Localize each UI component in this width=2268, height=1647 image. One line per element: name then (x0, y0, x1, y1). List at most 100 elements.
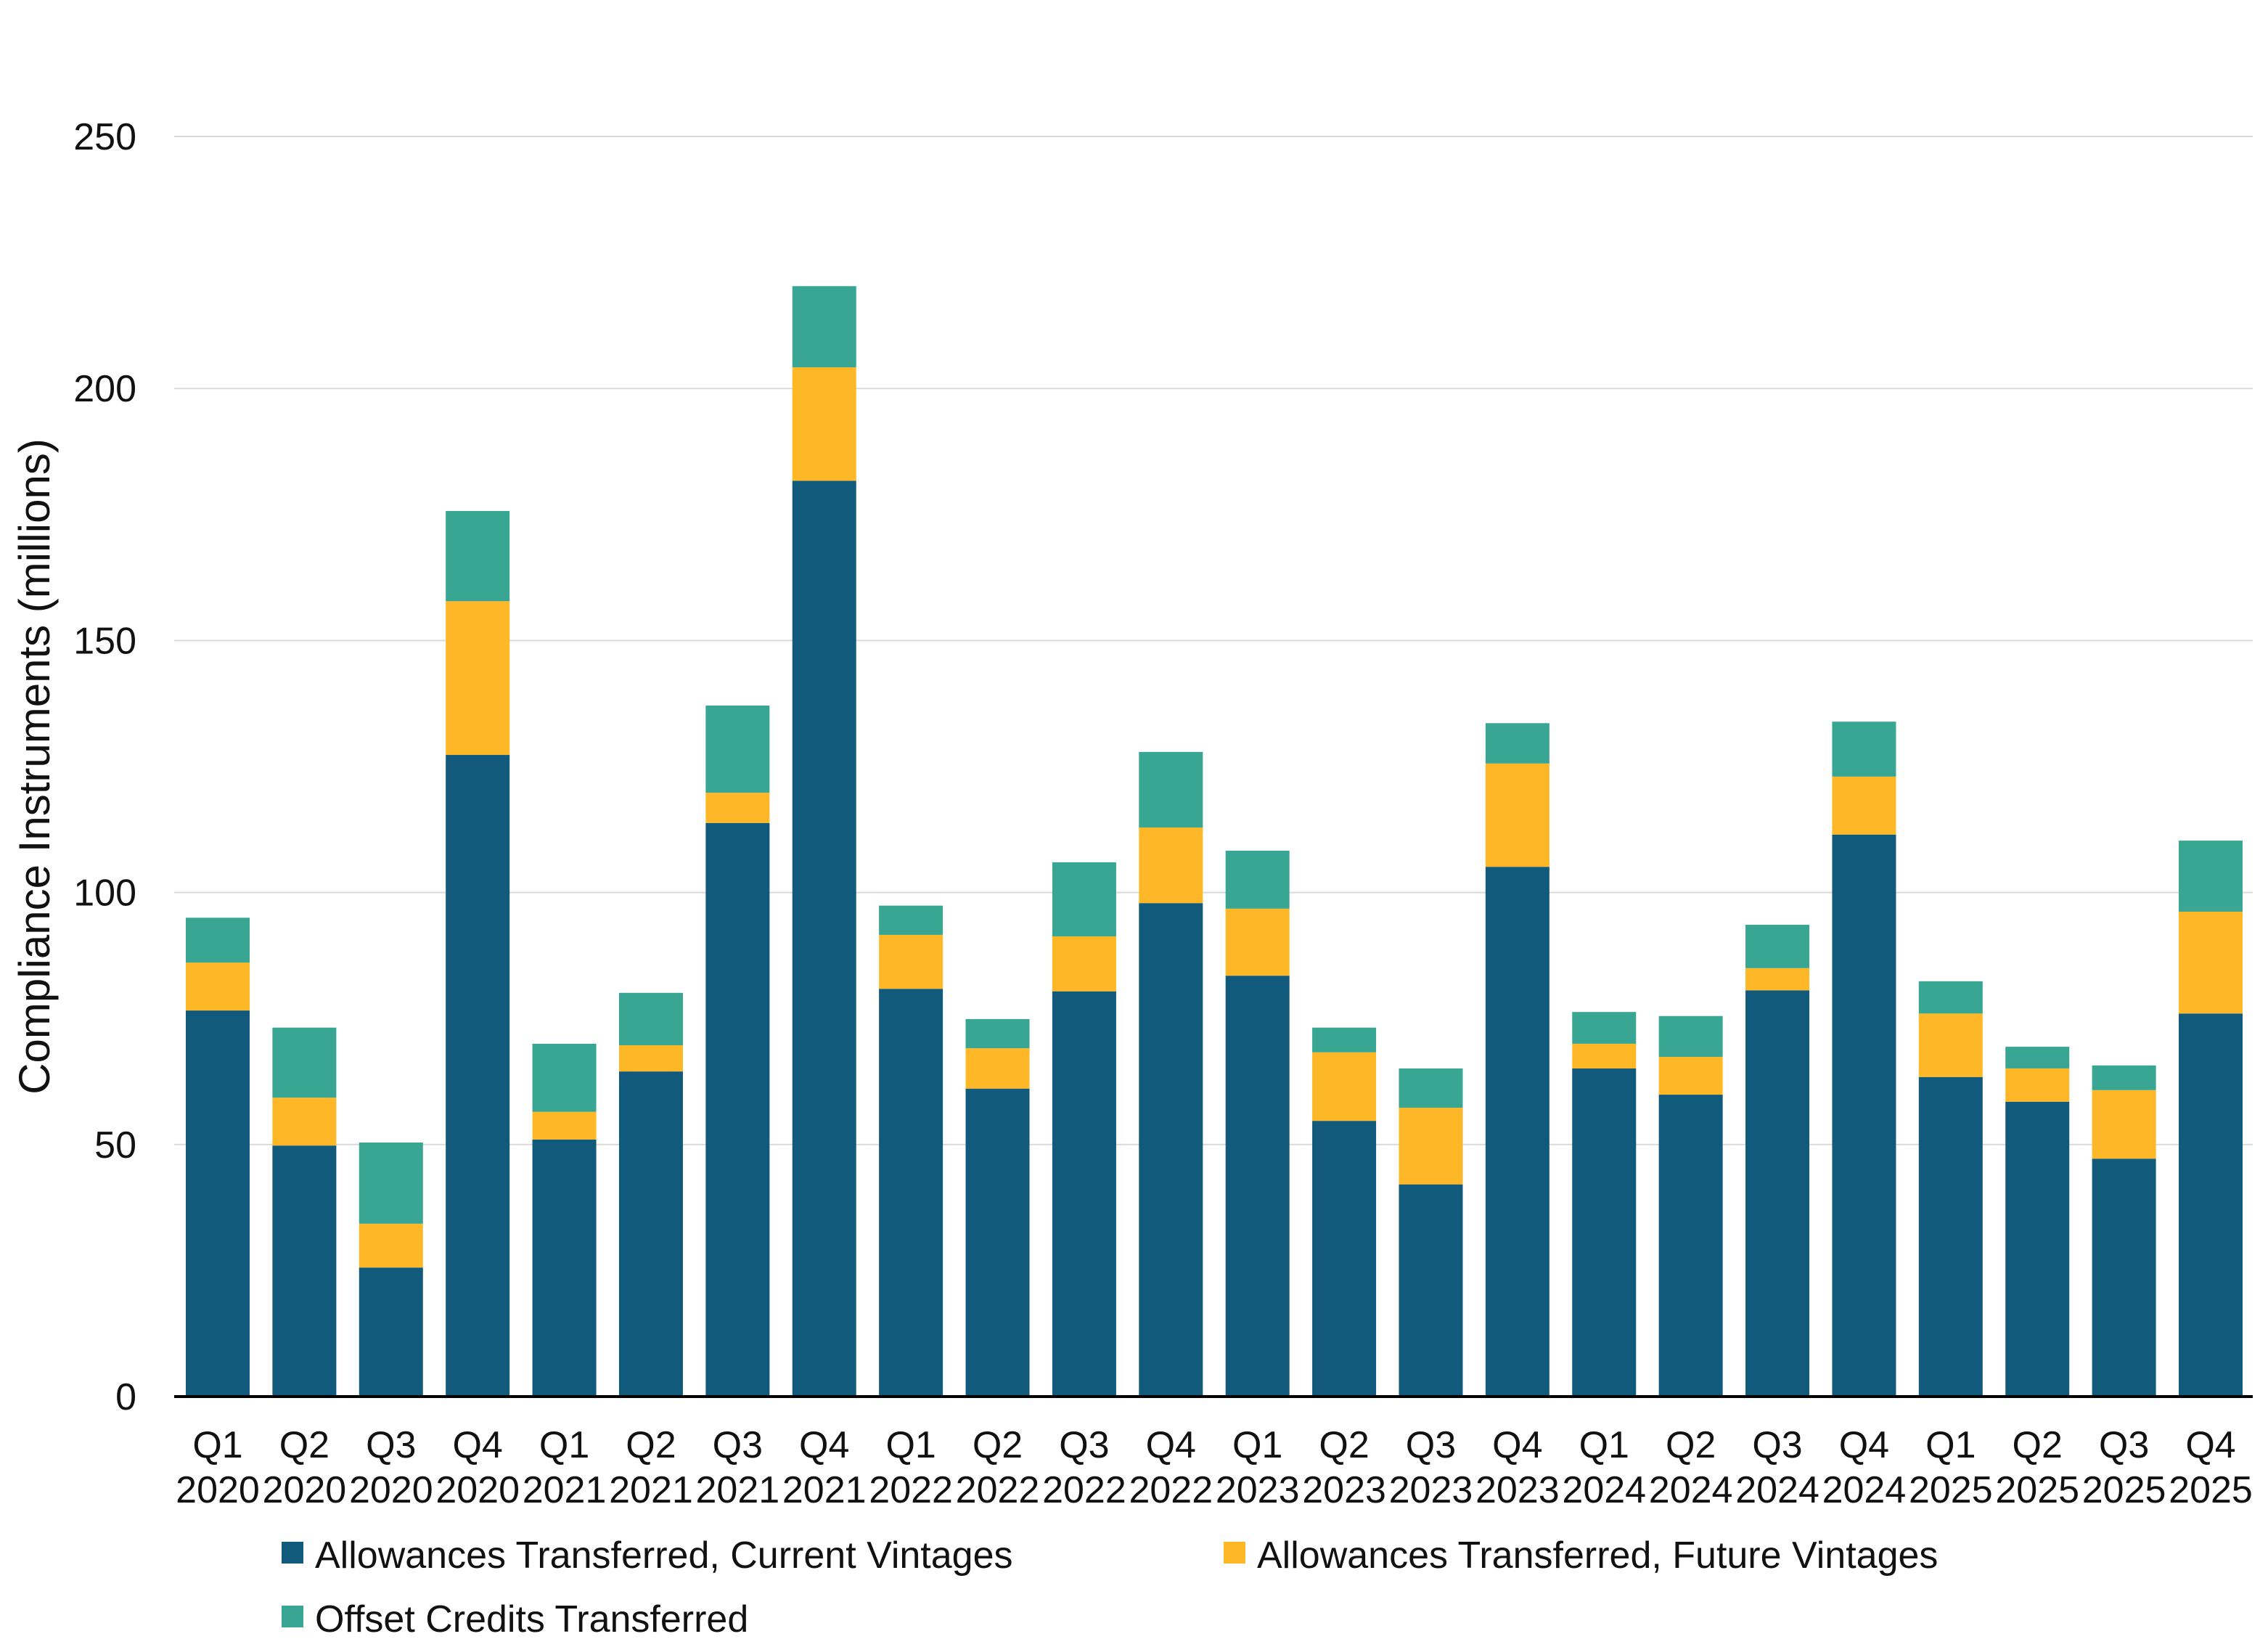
x-tick-quarter: Q4 (1839, 1424, 1889, 1466)
x-tick-year: 2022 (869, 1469, 953, 1511)
bar-segment-current (792, 481, 856, 1397)
x-tick-year: 2023 (1216, 1469, 1300, 1511)
x-tick-year: 2020 (263, 1469, 347, 1511)
bar-segment-offset (1485, 723, 1549, 764)
legend-label-future: Allowances Transferred, Future Vintages (1257, 1534, 1938, 1577)
bar-segment-current (1658, 1095, 1723, 1397)
x-tick-year: 2022 (1042, 1469, 1126, 1511)
bar-segment-offset (1745, 925, 1810, 968)
x-tick-quarter: Q4 (2185, 1424, 2235, 1466)
bar-segment-offset (186, 918, 250, 963)
x-tick-year: 2024 (1735, 1469, 1819, 1511)
x-tick-year: 2024 (1562, 1469, 1646, 1511)
bar-segment-offset (1225, 850, 1290, 909)
gridlines (174, 136, 2253, 1145)
legend-swatch-future (1224, 1542, 1245, 1564)
x-tick-year: 2021 (782, 1469, 867, 1511)
x-tick-year: 2023 (1389, 1469, 1473, 1511)
x-tick-year: 2021 (523, 1469, 607, 1511)
y-tick-label: 250 (73, 116, 136, 158)
x-tick-quarter: Q4 (1492, 1424, 1542, 1466)
x-tick-quarter: Q4 (1146, 1424, 1196, 1466)
bar-segment-future (2092, 1090, 2156, 1159)
x-tick-quarter: Q2 (973, 1424, 1023, 1466)
bar-segment-future (272, 1098, 337, 1146)
bar-segment-future (532, 1111, 597, 1140)
bar-segment-current (359, 1267, 423, 1397)
y-axis-label: Compliance Instruments (millions) (10, 438, 59, 1095)
bar-segment-current (272, 1145, 337, 1397)
bar-segment-offset (2092, 1065, 2156, 1090)
x-tick-quarter: Q3 (1752, 1424, 1802, 1466)
y-tick-label: 100 (73, 872, 136, 915)
x-tick-year: 2021 (609, 1469, 693, 1511)
bar-segment-offset (1572, 1012, 1637, 1044)
x-tick-year: 2023 (1302, 1469, 1386, 1511)
bar-segment-offset (532, 1043, 597, 1112)
x-tick-quarter: Q3 (366, 1424, 416, 1466)
bar-segment-future (1052, 936, 1116, 992)
bar-segment-future (879, 934, 943, 989)
x-tick-quarter: Q3 (2099, 1424, 2149, 1466)
bar-segment-future (186, 963, 250, 1011)
x-tick-quarter: Q3 (713, 1424, 763, 1466)
bar-segment-current (1399, 1184, 1463, 1397)
bar-segment-offset (359, 1143, 423, 1224)
bar-segment-future (618, 1045, 683, 1072)
x-tick-year: 2020 (176, 1469, 260, 1511)
x-tick-quarter: Q3 (1059, 1424, 1109, 1466)
bar-segment-current (1485, 867, 1549, 1397)
bar-segment-current (879, 989, 943, 1397)
bar-segment-current (2005, 1101, 2070, 1397)
x-tick-year: 2023 (1475, 1469, 1560, 1511)
bar-segment-current (1312, 1121, 1377, 1397)
bar-segment-future (359, 1223, 423, 1268)
bar-segment-offset (792, 286, 856, 368)
bar-segment-future (705, 793, 770, 823)
x-tick-year: 2025 (1995, 1469, 2079, 1511)
bar-segment-current (965, 1088, 1030, 1397)
bar-segment-current (446, 755, 510, 1397)
bar-segment-offset (2179, 841, 2243, 912)
bar-segment-offset (1399, 1068, 1463, 1108)
bar-segment-offset (879, 905, 943, 935)
bar-segment-future (2179, 911, 2243, 1014)
x-axis-ticks: Q12020Q22020Q32020Q42020Q12021Q22021Q320… (176, 1424, 2253, 1511)
bar-segment-future (1918, 1013, 1983, 1077)
bar-segment-offset (272, 1027, 337, 1098)
bar-segment-future (1139, 827, 1203, 904)
bar-segment-offset (1312, 1027, 1377, 1053)
x-tick-quarter: Q2 (279, 1424, 329, 1466)
x-tick-quarter: Q4 (799, 1424, 849, 1466)
x-tick-quarter: Q4 (452, 1424, 502, 1466)
y-tick-label: 200 (73, 368, 136, 410)
x-tick-quarter: Q3 (1406, 1424, 1456, 1466)
bar-segment-future (1572, 1043, 1637, 1068)
bar-segment-current (1572, 1068, 1637, 1397)
legend: Allowances Transferred, Current Vintages… (282, 1534, 1938, 1640)
y-tick-label: 150 (73, 620, 136, 662)
bar-segment-offset (2005, 1047, 2070, 1068)
bar-segment-offset (1052, 862, 1116, 937)
bar-segment-current (618, 1071, 683, 1397)
x-tick-year: 2025 (2082, 1469, 2166, 1511)
bar-segment-offset (965, 1018, 1030, 1049)
y-axis-ticks: 0 50 100 150 200 250 (73, 116, 136, 1418)
bar-segment-current (1225, 976, 1290, 1397)
bar-segment-current (186, 1010, 250, 1397)
bar-segment-offset (1658, 1015, 1723, 1057)
bar-segment-future (1485, 763, 1549, 867)
legend-swatch-offset (282, 1606, 303, 1627)
x-tick-quarter: Q1 (1232, 1424, 1282, 1466)
bar-segment-offset (1918, 981, 1983, 1014)
bar-segment-future (446, 601, 510, 756)
legend-label-current: Allowances Transferred, Current Vintages (315, 1534, 1013, 1577)
bar-segment-future (965, 1048, 1030, 1089)
bar-segment-current (1052, 991, 1116, 1397)
bar-segment-current (2092, 1158, 2156, 1397)
x-tick-quarter: Q1 (192, 1424, 242, 1466)
x-tick-year: 2025 (1909, 1469, 1993, 1511)
bar-segment-future (1399, 1108, 1463, 1185)
x-tick-year: 2020 (349, 1469, 433, 1511)
